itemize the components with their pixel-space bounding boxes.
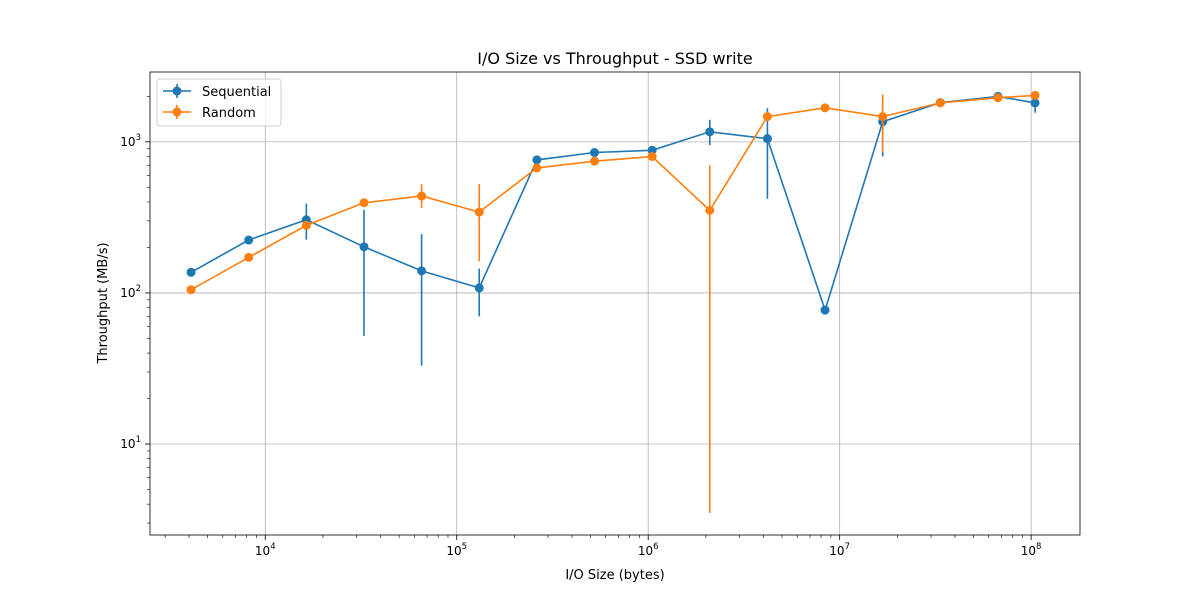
data-point (186, 267, 196, 277)
data-point (590, 148, 600, 158)
data-point (820, 103, 830, 113)
y-axis-ticks: 101 102 103 (120, 96, 150, 524)
x-tick-label: 108 (1021, 542, 1042, 558)
plot-frame (149, 71, 1081, 536)
y-tick-label: 103 (120, 133, 141, 149)
data-point (359, 242, 369, 252)
data-point (705, 205, 715, 215)
data-point (244, 252, 254, 262)
data-point (301, 220, 311, 230)
legend-item-sequential: Sequential (163, 84, 271, 100)
x-tick-label: 106 (638, 542, 659, 558)
data-point (993, 93, 1003, 103)
legend-label: Sequential (202, 85, 271, 100)
data-point (935, 98, 945, 108)
legend: Sequential Random (156, 78, 282, 127)
data-point (762, 112, 772, 122)
series-layer (186, 90, 1040, 513)
data-point (590, 156, 600, 166)
data-point (417, 266, 427, 276)
legend-marker (172, 107, 182, 117)
data-point (1030, 90, 1040, 100)
data-point (244, 235, 254, 245)
legend-label: Random (202, 106, 256, 121)
data-point (820, 305, 830, 315)
series-random (186, 90, 1040, 513)
chart-title: I/O Size vs Throughput - SSD write (477, 49, 752, 68)
data-point (762, 134, 772, 144)
x-tick-label: 104 (255, 542, 276, 558)
x-tick-label: 105 (446, 542, 467, 558)
data-point (417, 191, 427, 201)
data-point (474, 283, 484, 293)
legend-marker (172, 86, 182, 96)
y-tick-label: 102 (120, 284, 141, 300)
y-axis-label: Throughput (MB/s) (96, 242, 111, 364)
data-point (359, 198, 369, 208)
data-point (647, 152, 657, 162)
x-axis-label: I/O Size (bytes) (565, 568, 664, 583)
data-point (878, 112, 888, 122)
y-tick-label: 101 (120, 435, 141, 451)
x-tick-label: 107 (829, 542, 850, 558)
data-point (705, 127, 715, 137)
data-point (186, 285, 196, 295)
data-point (647, 145, 657, 155)
series-sequential (186, 91, 1040, 366)
data-point (532, 163, 542, 173)
series-line (190, 95, 1036, 313)
legend-item-random: Random (163, 105, 256, 121)
data-point (474, 207, 484, 217)
x-axis-ticks: 104 105 106 107 108 (164, 535, 1042, 558)
series-line (190, 94, 1036, 291)
data-point (532, 155, 542, 165)
data-point (1030, 98, 1040, 108)
